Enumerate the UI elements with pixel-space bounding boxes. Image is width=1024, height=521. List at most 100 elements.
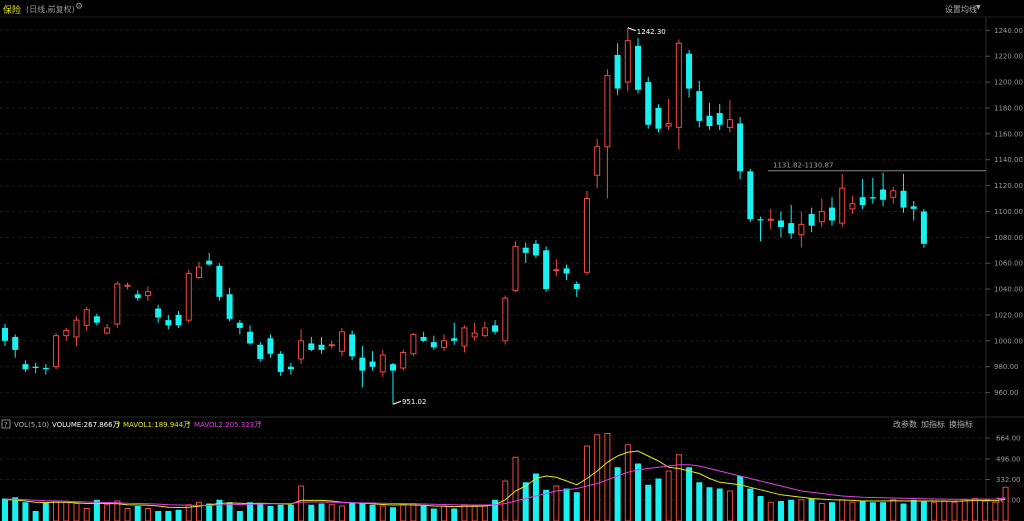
price-tick-label: 1000.00: [994, 337, 1023, 345]
volume-bar: [308, 504, 315, 521]
price-tick-label: 960.00: [994, 389, 1019, 397]
price-line-label: 1131.82-1130.87: [773, 162, 833, 170]
volume-bar: [808, 498, 815, 521]
add-indicator-button[interactable]: 加指标: [921, 419, 945, 429]
volume-bar: [12, 497, 19, 521]
candle-body: [451, 338, 458, 341]
candle-body: [32, 366, 39, 369]
volume-bar: [757, 496, 764, 521]
volume-bar: [655, 478, 662, 521]
arrow-up-icon: ↑: [116, 421, 122, 429]
candle-body: [839, 187, 846, 224]
volume-bar: [522, 482, 529, 521]
price-tick-label: 1180.00: [994, 104, 1023, 112]
candle-body: [502, 297, 509, 342]
volume-bar: [573, 492, 580, 521]
volume-bar: [910, 499, 917, 521]
vol-indicator-label[interactable]: VOL(5,10): [14, 421, 49, 429]
candle-body: [338, 331, 345, 352]
help-button[interactable]: [1, 419, 11, 429]
volume-bar: [839, 499, 846, 521]
candle-body: [389, 364, 396, 371]
candle-body: [686, 53, 693, 89]
candle-body: [890, 190, 897, 198]
candle-body: [2, 327, 8, 341]
candle-body: [410, 333, 417, 355]
ma-settings-button[interactable]: 设置均线: [945, 5, 977, 14]
candle-body: [257, 344, 264, 359]
volume-bar: [767, 501, 774, 521]
candle-body: [880, 189, 887, 200]
candle-body: [369, 361, 376, 367]
candle-body: [165, 320, 172, 326]
volume-bar: [471, 505, 478, 521]
grid-lines: [0, 29, 986, 501]
volume-bar: [645, 484, 652, 521]
volume-bar: [328, 504, 335, 521]
mavol1-value: MAVOL1:189.944万: [123, 421, 190, 429]
candle-body: [920, 211, 927, 244]
candle-body: [624, 40, 631, 83]
volume-bar: [706, 487, 713, 521]
switch-indicator-button[interactable]: 换指标: [949, 419, 973, 429]
gear-icon[interactable]: ⚙: [75, 2, 84, 12]
candle-body: [788, 223, 795, 234]
candle-body: [543, 250, 550, 290]
volume-bar: [267, 506, 274, 521]
volume-tick-label: 332.00: [996, 476, 1021, 484]
candle-body: [869, 197, 876, 199]
mavol2-value: MAVOL2:205.323万: [194, 421, 261, 429]
candle-body: [829, 207, 836, 221]
volume-bar: [441, 505, 448, 521]
volume-bar: [583, 445, 590, 521]
symbol-title[interactable]: 保险: [3, 6, 22, 16]
candle-body: [53, 335, 60, 368]
volume-bar: [563, 488, 570, 521]
price-tick-label: 980.00: [994, 363, 1019, 371]
candle-body: [73, 319, 80, 338]
candle-body: [287, 366, 294, 370]
candle-body: [379, 354, 386, 373]
edit-params-button[interactable]: 改参数: [893, 419, 917, 429]
volume-bar: [594, 434, 601, 521]
candle-body: [798, 223, 805, 236]
candle-body: [818, 210, 825, 223]
volume-bar: [553, 485, 560, 521]
volume-bar: [114, 500, 121, 521]
volume-bar: [32, 511, 39, 521]
price-tick-label: 1240.00: [994, 27, 1023, 35]
candle-body: [849, 203, 856, 210]
candle-body: [420, 336, 427, 341]
volume-bar: [665, 470, 672, 521]
volume-bar: [696, 482, 703, 521]
adjust-mode-label[interactable]: (日线,前复权): [26, 5, 75, 14]
candle-body: [777, 220, 784, 227]
extreme-markers: 1242.30 951.02: [392, 27, 666, 406]
help-icon[interactable]: ?: [4, 421, 8, 429]
volume-bar: [430, 508, 437, 521]
volume-tick-label: 664.00: [996, 435, 1021, 443]
volume-bar: [747, 488, 754, 521]
candle-body: [267, 338, 274, 354]
candle-body: [42, 368, 49, 370]
candle-body: [441, 340, 448, 348]
volume-value: VOLUME:267.866万: [52, 421, 120, 429]
volume-bar: [318, 503, 325, 521]
volume-bar: [104, 504, 111, 521]
candle-body: [645, 82, 652, 125]
volume-bar: [869, 502, 876, 521]
price-tick-label: 1120.00: [994, 182, 1023, 190]
candle-body: [63, 329, 70, 337]
candle-body: [635, 45, 642, 90]
candle-body: [716, 113, 723, 125]
candle-body: [808, 214, 815, 226]
volume-bar: [614, 467, 621, 521]
low-price-label: 951.02: [402, 398, 427, 406]
candle-body: [308, 343, 315, 350]
chevron-down-icon[interactable]: ▼: [976, 4, 981, 11]
volume-bar: [492, 499, 499, 521]
candle-body: [726, 119, 733, 128]
candle-body: [747, 171, 754, 220]
price-tick-label: 1020.00: [994, 311, 1023, 319]
